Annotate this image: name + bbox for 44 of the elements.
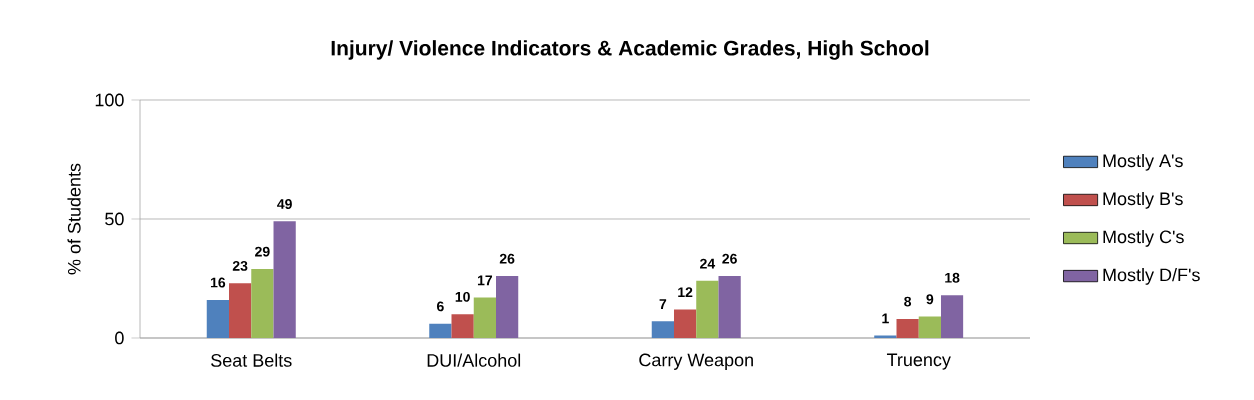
data-label: 6 xyxy=(436,301,444,312)
data-label: 1 xyxy=(882,313,889,324)
data-label: 12 xyxy=(678,287,693,298)
data-label: 26 xyxy=(499,253,515,264)
data-label: 18 xyxy=(945,272,960,283)
data-label: 16 xyxy=(210,277,226,288)
data-label: 29 xyxy=(255,246,270,257)
data-label: 10 xyxy=(455,291,470,302)
bar xyxy=(918,316,941,338)
bar xyxy=(429,323,452,338)
data-label: 26 xyxy=(722,253,737,264)
y-tick-label: 0 xyxy=(115,331,124,345)
bar xyxy=(896,318,919,338)
x-tick-label: Truency xyxy=(886,353,951,370)
bar xyxy=(229,283,252,338)
x-tick-label: DUI/Alcohol xyxy=(427,353,521,367)
bar xyxy=(206,299,230,338)
bar xyxy=(718,276,741,338)
y-tick-label: 50 xyxy=(105,212,124,226)
data-label: 7 xyxy=(659,299,667,309)
data-label: 8 xyxy=(904,296,912,307)
bar xyxy=(251,268,274,338)
bar xyxy=(651,321,674,338)
data-label: 9 xyxy=(926,294,934,305)
x-tick-label: Carry Weapon xyxy=(639,353,753,370)
chart-title: Injury/ Violence Indicators & Academic Grades, High School xyxy=(331,40,929,60)
y-axis-title: % of Students xyxy=(67,163,81,275)
bar xyxy=(496,276,519,338)
bar xyxy=(273,221,296,338)
legend-label: Mostly D/F's xyxy=(1103,268,1200,285)
bar xyxy=(473,297,496,338)
legend-label: Mostly C's xyxy=(1103,229,1184,247)
data-label: 24 xyxy=(700,258,716,269)
data-label: 17 xyxy=(477,275,493,286)
x-tick-label: Seat Belts xyxy=(211,353,292,367)
data-label: 49 xyxy=(277,199,292,209)
y-tick-label: 100 xyxy=(95,93,124,107)
bar xyxy=(696,280,719,338)
bar xyxy=(940,295,964,338)
data-label: 23 xyxy=(232,260,248,271)
bar xyxy=(451,314,474,338)
legend-label: Mostly A's xyxy=(1103,153,1183,171)
bar xyxy=(674,309,697,338)
legend-label: Mostly B's xyxy=(1103,191,1183,209)
